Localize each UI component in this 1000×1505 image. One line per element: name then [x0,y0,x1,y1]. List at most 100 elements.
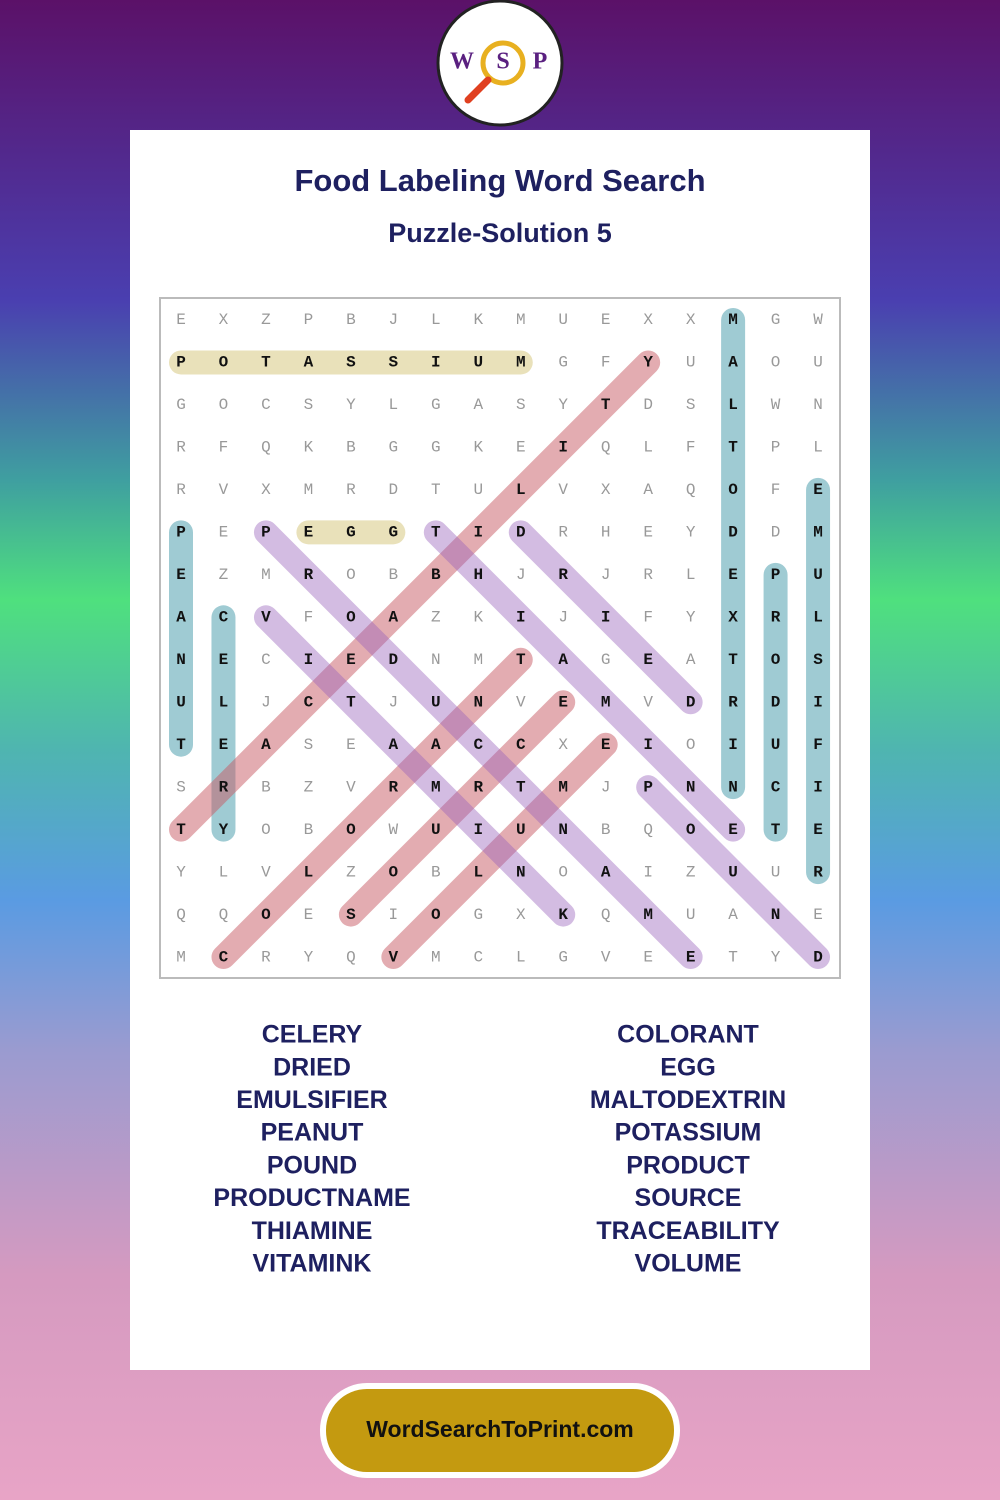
grid-letter: F [813,736,823,754]
footer-button [326,1389,674,1472]
grid-letter: I [728,736,738,754]
grid-letter: G [473,906,483,924]
grid-letter: D [389,651,399,669]
grid-letter: Y [643,354,653,372]
grid-letter: F [771,481,781,499]
grid-letter: P [771,566,781,584]
grid-letter: W [771,396,781,414]
logo [436,0,564,127]
grid-letter: L [304,863,314,881]
grid-letter: G [389,524,399,542]
grid-letter: X [643,311,653,329]
grid-letter: Z [346,863,356,881]
grid-letter: I [813,778,823,796]
grid-letter: O [389,863,399,881]
grid-letter: A [176,609,186,627]
grid-letter: F [601,354,611,372]
grid-letter: V [219,481,229,499]
grid-letter: S [176,778,186,796]
grid-letter: Y [304,948,314,966]
grid-letter: V [261,863,271,881]
grid-letter: X [728,609,738,627]
grid-letter: U [813,354,823,372]
grid-letter: G [558,948,568,966]
grid-letter: U [813,566,823,584]
grid-letter: E [516,439,526,457]
grid-letter: U [473,354,483,372]
grid-letter: M [176,948,186,966]
grid-letter: I [643,736,653,754]
grid-letter: S [516,396,526,414]
grid-letter: S [304,736,314,754]
grid-letter: B [346,439,356,457]
highlight [211,647,533,970]
grid-letter: E [219,736,229,754]
grid-letter: L [643,439,653,457]
grid-letter: U [516,821,526,839]
grid-letter: G [771,311,781,329]
grid-letter: R [813,863,823,881]
grid-letter: W [389,821,399,839]
grid-letter: L [219,863,229,881]
grid-letter: K [473,311,483,329]
grid-letter: A [304,354,314,372]
grid-letter: L [431,311,441,329]
grid-letter: M [261,566,271,584]
grid-letter: R [176,481,186,499]
grid-letter: U [728,863,738,881]
grid-letter: O [219,396,229,414]
grid-letter: T [176,736,186,754]
word: TRACEABILITY [596,1217,780,1245]
grid-letter: I [431,354,441,372]
word: PRODUCT [626,1151,750,1179]
grid-letter: T [728,439,738,457]
grid-letter: U [176,693,186,711]
grid-letter: N [771,906,781,924]
grid-letter: X [261,481,271,499]
grid-letter: R [771,609,781,627]
grid-letter: O [261,821,271,839]
grid-letter: I [389,906,399,924]
grid-letter: S [686,396,696,414]
grid-letter: E [686,948,696,966]
grid-letter: Q [601,906,611,924]
grid-letter: E [643,524,653,542]
grid-letter: Y [176,863,186,881]
grid-letter: L [686,566,696,584]
grid-letter: Z [304,778,314,796]
grid-letter: I [601,609,611,627]
grid-letter: X [686,311,696,329]
grid-letter: Q [601,439,611,457]
grid-letter: R [728,693,738,711]
grid-letter: R [473,778,483,796]
grid-letter: V [389,948,399,966]
grid-letter: J [389,311,399,329]
grid-letter: O [771,354,781,372]
grid-letter: K [473,439,483,457]
grid-letter: J [558,609,568,627]
grid-letter: O [431,906,441,924]
grid-letter: H [601,524,611,542]
grid-letter: E [643,948,653,966]
grid-letter: N [431,651,441,669]
word: SOURCE [635,1184,742,1212]
grid-letter: U [686,906,696,924]
grid-letter: K [304,439,314,457]
grid-letter: G [431,396,441,414]
subtitle: Puzzle-Solution 5 [388,218,612,248]
grid-letter: E [346,736,356,754]
grid-letter: U [771,863,781,881]
word: EGG [660,1053,716,1081]
grid-letter: R [643,566,653,584]
grid-letter: I [473,524,483,542]
logo-lens [480,40,526,86]
grid-letter: A [389,736,399,754]
grid-letter: A [431,736,441,754]
grid-letter: V [558,481,568,499]
word: VOLUME [635,1250,742,1278]
grid-letter: D [771,524,781,542]
grid-letter: K [473,609,483,627]
grid-letter: E [304,906,314,924]
word: CELERY [262,1021,363,1049]
